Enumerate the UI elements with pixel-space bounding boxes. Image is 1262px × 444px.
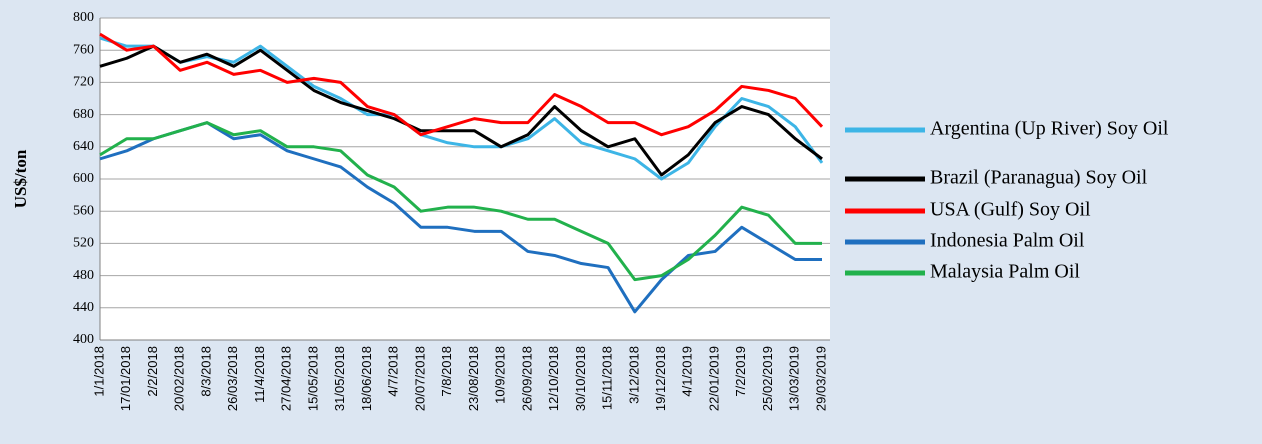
legend-label: USA (Gulf) Soy Oil — [930, 199, 1091, 221]
x-tick-label: 22/01/2019 — [706, 346, 721, 411]
x-tick-label: 4/7/2018 — [386, 346, 401, 397]
y-tick-label: 440 — [73, 300, 94, 315]
series-line — [99, 32, 824, 137]
x-tick-label: 26/03/2018 — [225, 346, 240, 411]
y-tick-label: 640 — [73, 139, 94, 154]
y-tick-label: 520 — [73, 236, 94, 251]
x-tick-label: 10/9/2018 — [493, 346, 508, 404]
y-tick-label: 760 — [73, 42, 94, 57]
y-tick-label: 400 — [73, 332, 94, 347]
y-tick-label: 600 — [73, 171, 94, 186]
series-line — [99, 44, 823, 177]
x-tick-label: 26/09/2018 — [519, 346, 534, 411]
x-tick-label: 30/10/2018 — [573, 346, 588, 411]
x-tick-label: 19/12/2018 — [653, 346, 668, 411]
x-tick-label: 31/05/2018 — [332, 346, 347, 411]
x-tick-label: 17/01/2018 — [118, 346, 133, 411]
x-tick-label: 20/07/2018 — [412, 346, 427, 411]
x-tick-label: 3/12/2018 — [626, 346, 641, 404]
x-tick-label: 18/06/2018 — [359, 346, 374, 411]
legend-label: Malaysia Palm Oil — [930, 261, 1080, 283]
x-tick-label: 20/02/2018 — [172, 346, 187, 411]
x-tick-label: 23/08/2018 — [466, 346, 481, 411]
x-tick-label: 29/03/2019 — [813, 346, 828, 411]
y-axis-label: US$/ton — [11, 149, 30, 208]
y-tick-label: 560 — [73, 203, 94, 218]
y-tick-label: 720 — [73, 75, 94, 90]
x-tick-label: 25/02/2019 — [760, 346, 775, 411]
x-tick-label: 12/10/2018 — [546, 346, 561, 411]
x-tick-label: 11/4/2018 — [252, 346, 267, 403]
x-tick-label: 13/03/2019 — [787, 346, 802, 411]
x-tick-label: 15/11/2018 — [600, 346, 615, 410]
x-tick-label: 2/2/2018 — [145, 346, 160, 397]
legend-label: Argentina (Up River) Soy Oil — [930, 118, 1169, 140]
x-tick-label: 8/3/2018 — [198, 346, 213, 397]
y-tick-label: 800 — [73, 10, 94, 25]
legend-label: Indonesia Palm Oil — [930, 230, 1085, 252]
x-tick-label: 7/8/2018 — [439, 346, 454, 397]
legend-label: Brazil (Paranagua) Soy Oil — [930, 167, 1148, 189]
series-line — [99, 121, 822, 282]
series-line — [99, 121, 822, 314]
y-tick-label: 480 — [73, 268, 94, 283]
x-tick-label: 1/1/2018 — [91, 346, 106, 397]
x-tick-label: 4/1/2019 — [680, 346, 695, 397]
x-tick-label: 27/04/2018 — [279, 346, 294, 411]
x-tick-label: 7/2/2019 — [733, 346, 748, 397]
x-tick-label: 15/05/2018 — [305, 346, 320, 411]
y-tick-label: 680 — [73, 107, 94, 122]
